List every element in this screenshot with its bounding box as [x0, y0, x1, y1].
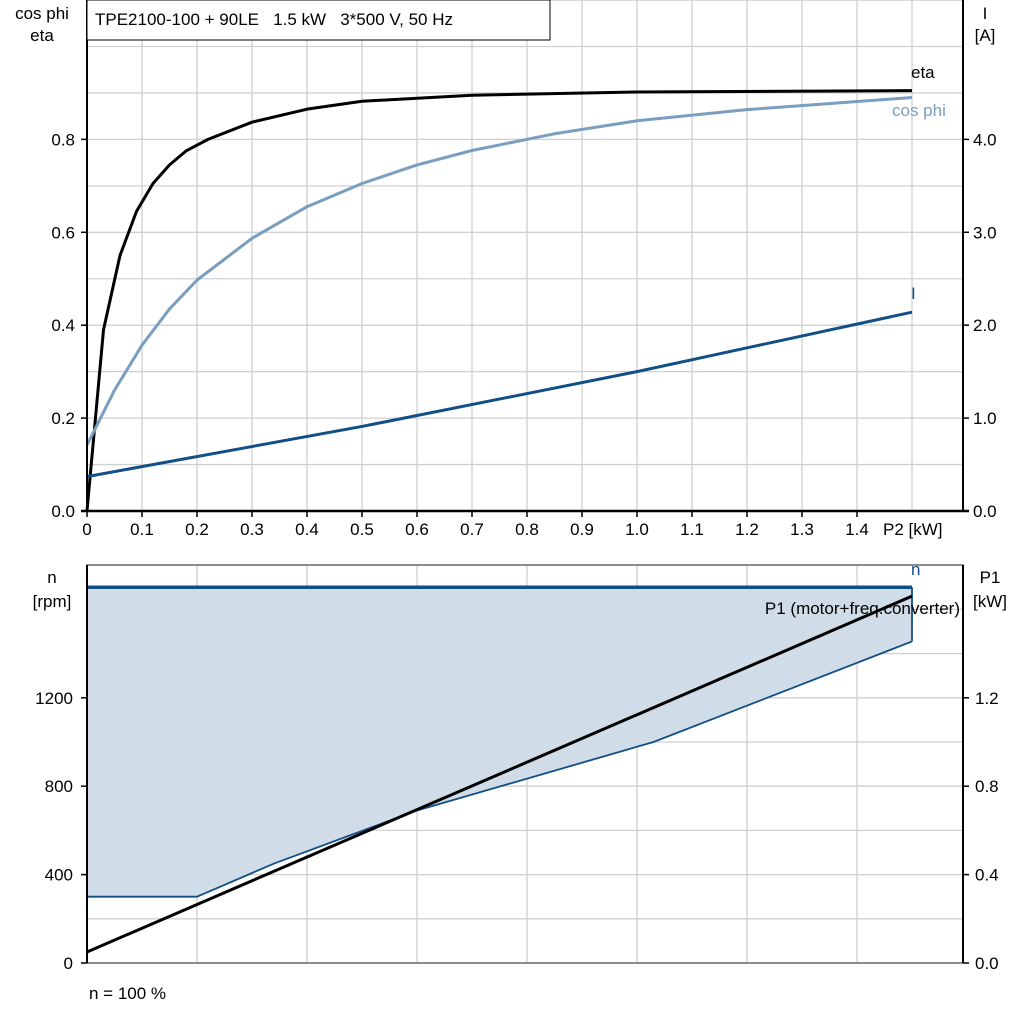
x-tick-label: 0.5 — [350, 520, 374, 539]
y-tick-label: 0.6 — [51, 223, 75, 242]
tick-labels: 0 0.1 0.2 0.3 0.4 0.5 0.6 0.7 0.8 0.9 1.0 1.1 1.2 1.3… — [35, 130, 998, 973]
x-tick-label: 0 — [82, 520, 91, 539]
n-tick-label: 0 — [64, 954, 73, 973]
top-y2label-line2: [A] — [975, 26, 996, 45]
y2-tick-label: 4.0 — [973, 130, 997, 149]
x-tick-label: 1.3 — [790, 520, 814, 539]
series-line-cos-phi — [85, 96, 913, 446]
p1-tick-label: 0.4 — [975, 866, 999, 885]
series-label-p1: P1 (motor+freq.converter) — [765, 599, 960, 618]
top-xlabel: P2 [kW] — [883, 520, 943, 539]
y-tick-label: 0.0 — [51, 502, 75, 521]
n-tick-label: 800 — [45, 777, 73, 796]
bottom-ylabel-line2: [rpm] — [33, 592, 72, 611]
p1-tick-label: 1.2 — [975, 689, 999, 708]
x-tick-label: 1.0 — [625, 520, 649, 539]
bottom-y2label-line1: P1 — [980, 568, 1001, 587]
top-ylabel-line1: cos phi — [15, 4, 69, 23]
bottom-series — [86, 585, 913, 954]
x-tick-label: 1.4 — [845, 520, 869, 539]
x-tick-label: 0.1 — [130, 520, 154, 539]
series-line-I — [86, 310, 913, 479]
top-ylabel-line2: eta — [30, 26, 54, 45]
x-tick-label: 0.2 — [185, 520, 209, 539]
n-tick-label: 400 — [45, 866, 73, 885]
bottom-ylabel-line1: n — [47, 568, 56, 587]
y2-tick-label: 3.0 — [973, 223, 997, 242]
p1-tick-label: 0.8 — [975, 777, 999, 796]
top-y2label-line1: I — [983, 4, 988, 23]
series-line-eta — [85, 89, 913, 512]
y2-tick-label: 2.0 — [973, 316, 997, 335]
bottom-y2label-line2: [kW] — [973, 592, 1007, 611]
x-tick-label: 1.1 — [680, 520, 704, 539]
title-box — [86, 0, 551, 41]
x-tick-label: 0.8 — [515, 520, 539, 539]
top-series — [85, 89, 913, 512]
axes — [81, 0, 969, 964]
x-tick-label: 1.2 — [735, 520, 759, 539]
chart-title: TPE2100-100 + 90LE 1.5 kW 3*500 V, 50 Hz — [95, 10, 453, 29]
speed-range-area — [87, 587, 912, 897]
footer-speed: n = 100 % — [89, 984, 166, 1003]
n-tick-label: 1200 — [35, 689, 73, 708]
y2-tick-label: 0.0 — [973, 502, 997, 521]
x-tick-label: 0.3 — [240, 520, 264, 539]
series-label-n: n — [911, 560, 920, 579]
top-grid — [87, 0, 963, 511]
x-tick-label: 0.9 — [570, 520, 594, 539]
speed-min-line — [87, 640, 913, 898]
series-label-current: I — [911, 284, 916, 303]
p1-tick-label: 0.0 — [975, 954, 999, 973]
x-tick-label: 0.4 — [295, 520, 319, 539]
x-tick-label: 0.7 — [460, 520, 484, 539]
y-tick-label: 0.4 — [51, 316, 75, 335]
x-tick-label: 0.6 — [405, 520, 429, 539]
series-label-cosphi: cos phi — [892, 101, 946, 120]
y-tick-label: 0.2 — [51, 409, 75, 428]
series-label-eta: eta — [911, 63, 935, 82]
y2-tick-label: 1.0 — [973, 409, 997, 428]
y-tick-label: 0.8 — [51, 130, 75, 149]
p1-line — [86, 594, 913, 954]
